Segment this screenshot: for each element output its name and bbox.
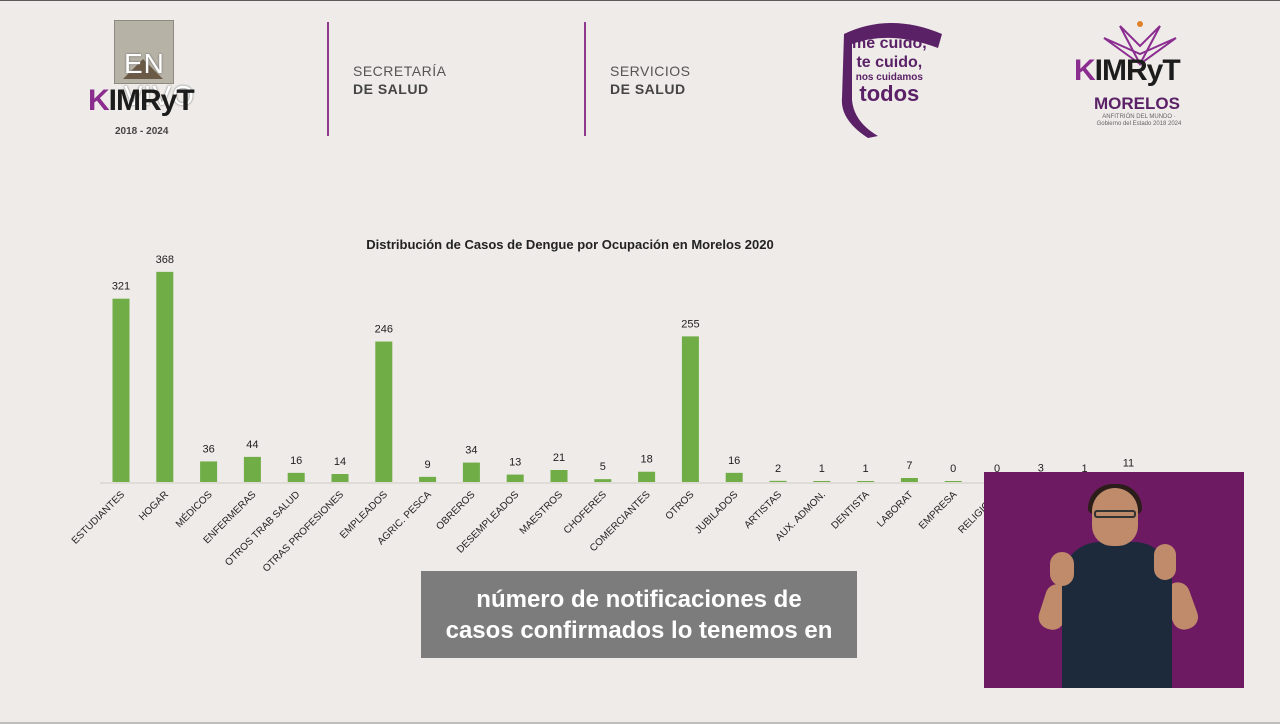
header-divider (584, 22, 586, 136)
morelos-text: MORELOS (1094, 94, 1180, 113)
bar (769, 480, 787, 482)
bar-value-label: 44 (246, 439, 258, 451)
bar (462, 462, 480, 482)
imryt-morelos-logo: KIMRyT MORELOS ANFITRIÓN DEL MUNDO · Gob… (1070, 20, 1215, 140)
bar-value-label: 7 (906, 460, 912, 472)
bar-value-label: 21 (553, 452, 565, 464)
brand-left: KIMRyT (88, 84, 195, 117)
bar-value-label: 1 (819, 463, 825, 475)
category-label: OTROS (664, 489, 697, 522)
bar (156, 271, 174, 482)
category-label: OTROS TRAB SALUD (223, 489, 302, 568)
lotus-icon (1103, 21, 1177, 66)
category-label: ARTISTAS (742, 489, 784, 531)
bar-value-label: 36 (202, 443, 214, 455)
bar (900, 478, 918, 482)
bar-value-label: 16 (290, 455, 302, 467)
bar-value-label: 3 (1038, 462, 1044, 474)
state-seal-icon (114, 20, 174, 84)
sign-language-interpreter-video (984, 472, 1244, 688)
bar-value-label: 1 (1082, 463, 1088, 475)
bottom-border (0, 722, 1280, 724)
category-label: MÉDICOS (173, 488, 215, 530)
chart-title: Distribución de Casos de Dengue por Ocup… (366, 237, 773, 252)
bar-value-label: 2 (775, 463, 781, 475)
bar-value-label: 0 (950, 463, 956, 475)
bar-value-label: 255 (681, 318, 699, 330)
dengue-bar-chart: Distribución de Casos de Dengue por Ocup… (70, 237, 1180, 575)
category-label: HOGAR (137, 489, 171, 523)
bar-value-label: 368 (156, 254, 174, 266)
bar (813, 481, 831, 482)
servicios-salud-logo: SERVICIOS DE SALUD (610, 63, 691, 97)
slogan-text: me cuido, te cuido, nos cuidamos todos (852, 35, 927, 106)
category-label: DENTISTA (829, 489, 871, 531)
category-label: LABORAT (875, 489, 915, 529)
bar (857, 481, 875, 482)
bar-value-label: 321 (112, 281, 130, 293)
bar (112, 298, 130, 482)
bar-value-label: 5 (600, 461, 606, 473)
header-divider (327, 22, 329, 136)
bar (944, 481, 962, 482)
bar (506, 474, 524, 482)
bar (681, 336, 699, 482)
bar-value-label: 1 (863, 463, 869, 475)
category-label: OTRAS PROFESIONES (261, 489, 346, 574)
secretaria-salud-logo: SECRETARÍA DE SALUD (353, 63, 447, 97)
envivo-text: EN VIVO (124, 48, 195, 111)
category-label: ESTUDIANTES (70, 489, 128, 547)
bar (200, 461, 218, 482)
bar-value-label: 34 (465, 445, 477, 457)
years-left: 2018 - 2024 (115, 126, 169, 137)
bar-value-label: 0 (994, 463, 1000, 475)
brand-right: KIMRyT (1074, 54, 1181, 87)
imryt-envivo-logo: EN VIVO KIMRyT 2018 - 2024 (88, 20, 233, 140)
bar-value-label: 13 (509, 457, 521, 469)
bar (550, 470, 568, 482)
category-label: JUBILADOS (693, 489, 740, 536)
top-border (0, 0, 1280, 1)
bar (419, 476, 437, 482)
category-label: EMPRESA (917, 489, 960, 532)
bar-value-label: 14 (334, 456, 346, 468)
slogan-shield-icon (841, 23, 942, 138)
category-label: MAESTROS (518, 489, 566, 537)
bar (594, 479, 612, 482)
bar-value-label: 246 (375, 324, 393, 336)
bar (331, 474, 349, 482)
bar (243, 456, 261, 482)
bar-value-label: 16 (728, 455, 740, 467)
category-label: CHOFERES (562, 489, 609, 536)
morelos-small-text: ANFITRIÓN DEL MUNDO · Gobierno del Estad… (1096, 114, 1182, 127)
bar-value-label: 18 (640, 454, 652, 466)
bar (638, 471, 656, 482)
bar (725, 472, 743, 482)
bar (375, 341, 393, 482)
bar-value-label: 11 (1123, 458, 1134, 470)
bar-value-label: 9 (425, 459, 431, 471)
category-label: OBREROS (434, 489, 477, 532)
subtitle-caption: número de notificaciones de casos confir… (421, 571, 857, 658)
bar (287, 472, 305, 482)
